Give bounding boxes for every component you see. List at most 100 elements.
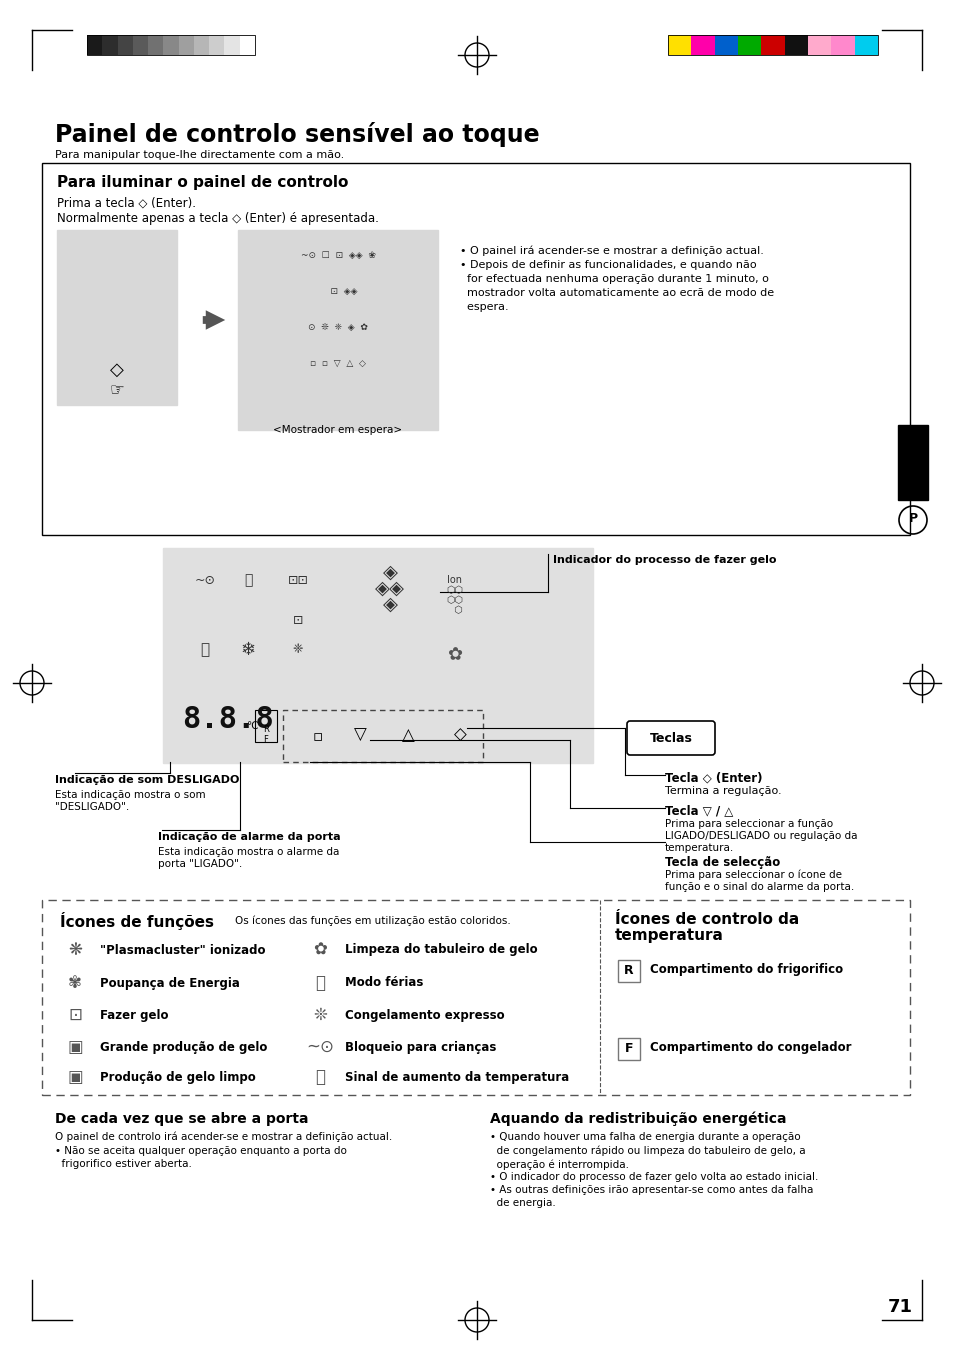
Text: ~⊙: ~⊙ [306,1039,334,1056]
Text: Ícones de controlo da: Ícones de controlo da [615,912,799,927]
Bar [163,548,593,762]
Text: R: R [623,963,633,977]
Text: temperatura.: temperatura. [664,843,734,853]
Text: △: △ [401,726,414,744]
Text: ✿: ✿ [447,647,462,664]
Text: Tecla ▽ / △: Tecla ▽ / △ [664,804,733,818]
Text: Termina a regulação.: Termina a regulação. [664,787,781,796]
Bar [691,35,714,55]
Text: Indicação de som DESLIGADO: Indicação de som DESLIGADO [55,775,239,785]
Text: Prima a tecla ◇ (Enter).: Prima a tecla ◇ (Enter). [57,197,195,210]
Text: Sinal de aumento da temperatura: Sinal de aumento da temperatura [345,1071,569,1083]
Text: Ícones de funções: Ícones de funções [60,912,213,929]
Text: ▣: ▣ [67,1068,83,1086]
Text: ◈
◈◈
◈: ◈ ◈◈ ◈ [375,563,405,613]
Text: ⊡: ⊡ [293,613,303,626]
Text: porta "LIGADO".: porta "LIGADO". [158,859,242,869]
Text: for efectuada nenhuma operação durante 1 minuto, o: for efectuada nenhuma operação durante 1… [459,273,768,284]
Text: ◇: ◇ [110,361,124,379]
Text: Teclas: Teclas [649,731,692,745]
Bar [132,35,148,55]
Text: ~⊙  ☐  ⊡  ◈◈  ❀: ~⊙ ☐ ⊡ ◈◈ ❀ [300,251,375,260]
Text: operação é interrompida.: operação é interrompida. [490,1158,628,1169]
Text: Para iluminar o painel de controlo: Para iluminar o painel de controlo [57,175,348,190]
Text: Poupança de Energia: Poupança de Energia [100,977,239,990]
Bar [854,35,877,55]
Bar [102,35,117,55]
Text: Modo férias: Modo férias [345,977,423,990]
Text: 🌡: 🌡 [200,643,210,657]
Bar [87,35,102,55]
Text: ❄: ❄ [240,641,255,659]
Text: • O painel irá acender-se e mostrar a definição actual.: • O painel irá acender-se e mostrar a de… [459,245,763,256]
Text: • O indicador do processo de fazer gelo volta ao estado inicial.: • O indicador do processo de fazer gelo … [490,1172,818,1183]
Text: de energia.: de energia. [490,1197,556,1208]
Text: Compartimento do congelador: Compartimento do congelador [649,1041,851,1055]
Text: 🧳: 🧳 [244,572,252,587]
Text: Bloqueio para crianças: Bloqueio para crianças [345,1040,496,1053]
Bar [42,163,909,535]
Text: F: F [263,734,268,744]
Text: 71: 71 [886,1299,911,1316]
Text: Para manipular toque-lhe directamente com a mão.: Para manipular toque-lhe directamente co… [55,150,344,160]
Text: Compartimento do frigorifico: Compartimento do frigorifico [649,963,842,977]
Bar [714,35,738,55]
Text: ☞: ☞ [110,381,124,399]
Text: Ion
⬡⬡
⬡⬡
  ⬡: Ion ⬡⬡ ⬡⬡ ⬡ [446,575,463,616]
Text: ⊡⊡: ⊡⊡ [287,574,308,586]
Text: "Plasmacluster" ionizado: "Plasmacluster" ionizado [100,943,265,956]
Text: LIGADO/DESLIGADO ou regulação da: LIGADO/DESLIGADO ou regulação da [664,831,857,841]
Bar [178,35,193,55]
Text: Fazer gelo: Fazer gelo [100,1009,169,1021]
Bar [57,230,177,405]
Bar [760,35,784,55]
Text: ▫  ▫  ▽  △  ◇: ▫ ▫ ▽ △ ◇ [310,358,366,368]
Text: ◇: ◇ [453,726,466,744]
Bar [224,35,239,55]
Bar [209,35,224,55]
Text: Congelamento expresso: Congelamento expresso [345,1009,504,1021]
Bar [42,900,909,1095]
Bar [237,230,437,430]
Text: Tecla ◇ (Enter): Tecla ◇ (Enter) [664,772,761,785]
Bar [618,960,639,982]
Bar [897,426,927,500]
Text: 🌡: 🌡 [314,1068,325,1086]
Text: ❈: ❈ [293,644,303,656]
Text: Tecla de selecção: Tecla de selecção [664,855,780,869]
Bar [148,35,163,55]
Text: 🧳: 🧳 [314,974,325,991]
Text: 8.8.8: 8.8.8 [182,706,274,734]
Text: Grande produção de gelo: Grande produção de gelo [100,1040,267,1053]
Text: R: R [263,726,269,734]
Text: Prima para seleccionar o ícone de: Prima para seleccionar o ícone de [664,870,841,881]
Text: Indicação de alarme da porta: Indicação de alarme da porta [158,832,340,842]
Bar [667,35,691,55]
Bar [618,1039,639,1060]
Text: Os ícones das funções em utilização estão coloridos.: Os ícones das funções em utilização estã… [234,915,510,925]
Text: ⊡  ◈◈: ⊡ ◈◈ [318,287,356,295]
Text: • Depois de definir as funcionalidades, e quando não: • Depois de definir as funcionalidades, … [459,260,756,269]
Text: ✿: ✿ [313,942,327,959]
Text: Esta indicação mostra o som: Esta indicação mostra o som [55,789,206,800]
FancyBboxPatch shape [626,721,714,756]
Text: "DESLIGADO".: "DESLIGADO". [55,801,129,812]
Text: <Mostrador em espera>: <Mostrador em espera> [274,426,402,435]
Bar [163,35,178,55]
Text: Produção de gelo limpo: Produção de gelo limpo [100,1071,255,1083]
Text: temperatura: temperatura [615,928,723,943]
Text: P: P [907,512,917,524]
Bar [87,35,254,55]
Text: Prima para seleccionar a função: Prima para seleccionar a função [664,819,832,828]
Text: Painel de controlo sensível ao toque: Painel de controlo sensível ao toque [55,123,539,147]
Text: função e o sinal do alarme da porta.: função e o sinal do alarme da porta. [664,882,853,892]
Text: mostrador volta automaticamente ao ecrã de modo de: mostrador volta automaticamente ao ecrã … [459,288,773,298]
Text: Aquando da redistribuição energética: Aquando da redistribuição energética [490,1113,785,1126]
Text: • Quando houver uma falha de energia durante a operação: • Quando houver uma falha de energia dur… [490,1131,800,1142]
Text: ❋: ❋ [68,942,82,959]
Text: ℃: ℃ [246,721,257,731]
Bar [193,35,209,55]
Bar [738,35,760,55]
Bar [283,710,482,762]
Text: Esta indicação mostra o alarme da: Esta indicação mostra o alarme da [158,847,339,857]
